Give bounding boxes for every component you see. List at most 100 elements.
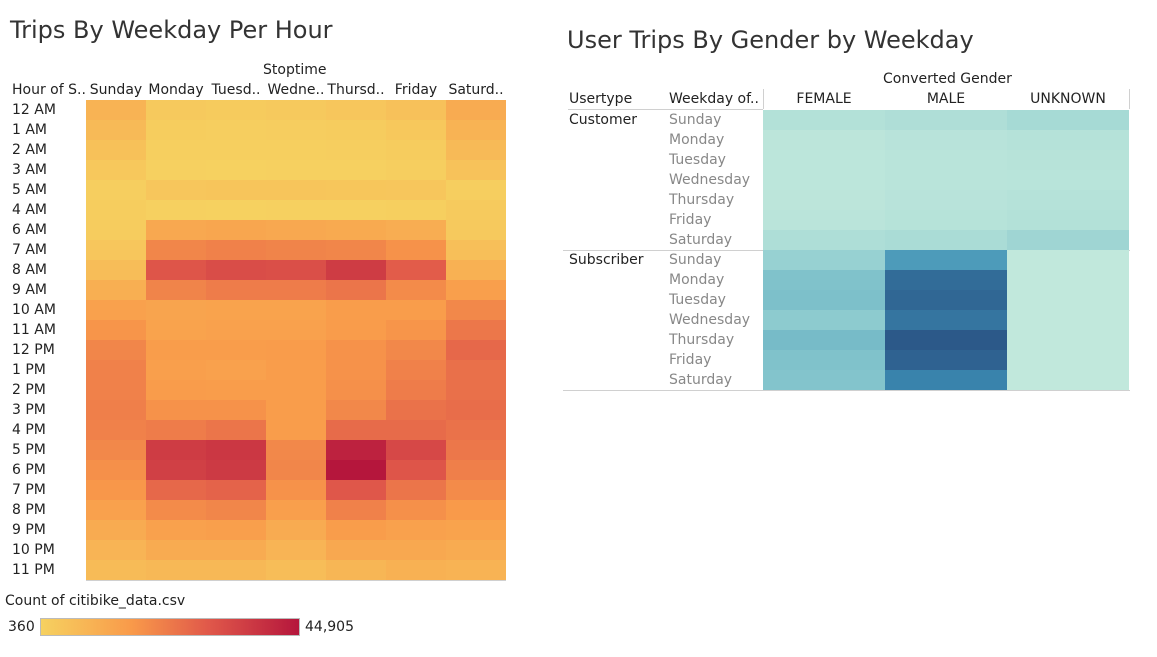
heatmap-cell [446,280,506,300]
heatmap-cell [146,180,206,200]
weekday-row-label: Wednesday [669,312,751,328]
heatmap-cell [206,280,266,300]
heatmap-cell [446,560,506,580]
heatmap-cell [266,500,326,520]
gender-heatmap-cell [885,170,1007,190]
gender-header-underline [568,109,763,110]
heatmap-cell [266,240,326,260]
gender-heatmap-cell [885,310,1007,330]
gender-heatmap-cell [885,210,1007,230]
heatmap-cell [266,300,326,320]
hour-row-label: 5 AM [12,182,48,198]
heatmap-cell [386,540,446,560]
heatmap-cell [146,100,206,120]
heatmap-cell [206,560,266,580]
weekday-row-label: Wednesday [669,172,751,188]
heatmap-cell [86,120,146,140]
heatmap-cell [386,220,446,240]
heatmap-cell [206,300,266,320]
heatmap-cell [86,300,146,320]
legend-max-label: 44,905 [305,619,354,635]
heatmap-cell [146,440,206,460]
heatmap-cell [326,120,386,140]
heatmap-cell [146,500,206,520]
gender-heatmap-cell [885,150,1007,170]
heatmap-cell [86,360,146,380]
heatmap-cell [146,480,206,500]
heatmap-cell [266,200,326,220]
weekday-header: Weekday of.. [669,91,759,107]
gender-heatmap-cell [763,270,885,290]
heatmap-cell [146,560,206,580]
heatmap-cell [86,200,146,220]
heatmap-cell [446,200,506,220]
gender-heatmap-cell [763,190,885,210]
heatmap-cell [386,380,446,400]
gender-heatmap-cell [1007,330,1129,350]
heatmap-cell [446,340,506,360]
gender-heatmap-cell [1007,350,1129,370]
heatmap-cell [386,420,446,440]
heatmap-cell [326,160,386,180]
heatmap-cell [266,560,326,580]
weekday-row-label: Tuesday [669,292,726,308]
hour-row-label: 1 AM [12,122,48,138]
stoptime-header: Stoptime [263,62,327,78]
gender-heatmap-title: User Trips By Gender by Weekday [567,26,974,54]
gender-heatmap-cell [763,370,885,390]
heatmap-cell [386,100,446,120]
gender-heatmap-cell [1007,210,1129,230]
heatmap-cell [326,140,386,160]
gender-heatmap-cell [885,130,1007,150]
weekday-row-label: Monday [669,132,725,148]
gender-heatmap-cell [885,270,1007,290]
gender-heatmap-cell [1007,150,1129,170]
hour-row-label: 6 PM [12,462,46,478]
usertype-label: Subscriber [569,252,644,268]
weekday-row-label: Friday [669,352,712,368]
heatmap-cell [326,480,386,500]
heatmap-hour-title: Trips By Weekday Per Hour [10,16,333,44]
gender-heatmap-cell [763,310,885,330]
heatmap-cell [266,520,326,540]
heatmap-cell [326,540,386,560]
heatmap-cell [446,400,506,420]
hour-row-label: 11 PM [12,562,55,578]
heatmap-cell [386,300,446,320]
heatmap-cell [86,400,146,420]
heatmap-cell [146,380,206,400]
heatmap-cell [146,340,206,360]
heatmap-cell [146,260,206,280]
heatmap-cell [386,180,446,200]
gender-heatmap-cell [1007,190,1129,210]
gender-heatmap-cell [1007,110,1129,130]
gender-heatmap-cell [885,230,1007,250]
gender-header-divider [1129,89,1130,109]
heatmap-cell [446,320,506,340]
heatmap-cell [446,380,506,400]
heatmap-cell [266,400,326,420]
gender-heatmap-cell [1007,270,1129,290]
weekday-column-label: Thursd.. [327,82,385,98]
hour-row-label: 8 AM [12,262,48,278]
heatmap-cell [146,140,206,160]
heatmap-cell [446,260,506,280]
heatmap-cell [146,220,206,240]
heatmap-cell [326,400,386,420]
gender-heatmap-cell [763,210,885,230]
heatmap-cell [326,320,386,340]
heatmap-cell [146,160,206,180]
color-legend-gradient [40,618,300,636]
heatmap-cell [446,540,506,560]
gender-heatmap-cell [885,290,1007,310]
hour-row-label: 2 PM [12,382,46,398]
weekday-row-label: Saturday [669,372,733,388]
heatmap-cell [266,100,326,120]
heatmap-cell [86,240,146,260]
gender-heatmap-cell [763,130,885,150]
heatmap-cell [86,340,146,360]
heatmap-cell [446,360,506,380]
gender-heatmap-cell [1007,310,1129,330]
heatmap-cell [446,300,506,320]
heatmap-cell [326,180,386,200]
